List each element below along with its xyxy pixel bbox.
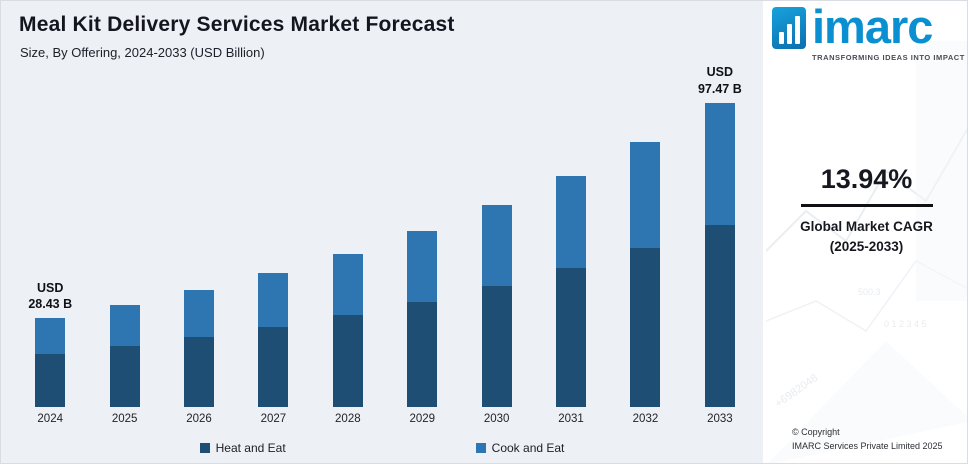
cagr-value: 13.94% — [820, 164, 913, 194]
legend-swatch-icon — [199, 443, 210, 453]
bar-segment-heat-and-eat-2029[interactable] — [407, 301, 438, 407]
bar-stack-2031 — [556, 175, 587, 407]
bar-chart: USD 28.43 B 2024 2025 2026 2027 2028 2029 2030 20… — [13, 59, 757, 427]
bar-segment-cook-and-eat-2031[interactable] — [556, 175, 587, 269]
bar-value-label-2024: USD 28.43 B — [28, 280, 73, 312]
x-axis-label-2033: 2033 — [707, 413, 733, 425]
chart-title: Meal Kit Delivery Services Market Foreca… — [19, 13, 455, 36]
imarc-logo: imarc — [766, 1, 967, 53]
bar-stack-2029 — [407, 231, 438, 407]
bar-segment-cook-and-eat-2028[interactable] — [332, 253, 363, 315]
imarc-logo-icon — [772, 7, 806, 49]
watermark-axis-numbers: 0 1 2 3 4 5 — [884, 319, 927, 329]
logo-bar-icon — [778, 32, 784, 44]
bar-segment-cook-and-eat-2027[interactable] — [258, 273, 289, 327]
bar-stack-2027 — [258, 273, 289, 407]
cagr-divider — [800, 204, 933, 207]
bar-group-2030: 2030 — [459, 59, 533, 427]
legend-item-cook-and-eat[interactable]: Cook and Eat — [475, 441, 565, 455]
imarc-logo-text: imarc — [812, 1, 933, 53]
bar-segment-heat-and-eat-2032[interactable] — [630, 247, 661, 407]
bar-segment-heat-and-eat-2030[interactable] — [481, 286, 512, 407]
legend-label: Cook and Eat — [491, 441, 565, 455]
x-axis-label-2027: 2027 — [260, 413, 287, 425]
bar-segment-cook-and-eat-2029[interactable] — [407, 231, 438, 302]
bar-group-2033: USD 97.47 B 2033 — [683, 59, 757, 427]
imarc-tagline: TRANSFORMING IDEAS INTO IMPACT — [812, 53, 965, 62]
bar-stack-2033 — [704, 102, 735, 407]
bar-segment-heat-and-eat-2025[interactable] — [109, 346, 140, 407]
bar-segment-cook-and-eat-2032[interactable] — [630, 141, 661, 248]
bar-segment-heat-and-eat-2033[interactable] — [704, 224, 735, 407]
x-axis-label-2024: 2024 — [37, 413, 63, 425]
logo-bar-icon — [786, 24, 792, 44]
x-axis-label-2030: 2030 — [483, 413, 510, 425]
bar-segment-cook-and-eat-2025[interactable] — [109, 305, 140, 346]
cagr-label: Global Market CAGR (2025-2033) — [766, 217, 967, 258]
bar-group-2029: 2029 — [385, 59, 459, 427]
bar-segment-cook-and-eat-2024[interactable] — [35, 318, 66, 354]
bar-stack-2028 — [332, 253, 363, 407]
x-axis-label-2025: 2025 — [111, 413, 138, 425]
logo-bar-icon — [794, 16, 800, 44]
chart-subtitle: Size, By Offering, 2024-2033 (USD Billio… — [20, 45, 265, 60]
watermark-value-label: 500.3 — [858, 287, 881, 297]
bar-stack-2024 — [35, 318, 66, 407]
bar-segment-cook-and-eat-2026[interactable] — [184, 290, 215, 337]
bar-segment-cook-and-eat-2033[interactable] — [704, 102, 735, 225]
chart-panel: Meal Kit Delivery Services Market Foreca… — [1, 1, 763, 463]
x-axis-label-2032: 2032 — [632, 413, 659, 425]
copyright-notice: © Copyright IMARC Services Private Limit… — [792, 426, 943, 453]
bar-segment-heat-and-eat-2031[interactable] — [556, 268, 587, 407]
bar-stack-2030 — [481, 205, 512, 407]
bar-group-2027: 2027 — [236, 59, 310, 427]
bar-segment-heat-and-eat-2028[interactable] — [332, 315, 363, 407]
brand-sidebar: 500.3 0 1 2 3 4 5 +6982048 imarc TRANSFO… — [763, 1, 967, 463]
cagr-block: 13.94% Global Market CAGR (2025-2033) — [766, 164, 967, 258]
watermark-code: +6982048 — [773, 371, 821, 411]
copyright-line1: © Copyright — [792, 427, 840, 437]
bar-stack-2025 — [109, 305, 140, 407]
bar-stack-2026 — [184, 290, 215, 407]
x-axis-label-2028: 2028 — [335, 413, 361, 425]
bar-stack-2032 — [630, 141, 661, 407]
bar-value-label-2033: USD 97.47 B — [697, 65, 742, 97]
bar-segment-heat-and-eat-2026[interactable] — [184, 337, 215, 407]
bar-group-2031: 2031 — [534, 59, 608, 427]
legend-swatch-icon — [475, 443, 486, 453]
cagr-label-line2: (2025-2033) — [829, 239, 904, 255]
bar-group-2025: 2025 — [87, 59, 161, 427]
bar-segment-cook-and-eat-2030[interactable] — [481, 205, 512, 286]
bar-group-2028: 2028 — [311, 59, 385, 427]
chart-legend: Heat and Eat Cook and Eat — [1, 441, 763, 455]
cagr-label-line1: Global Market CAGR — [800, 219, 933, 234]
legend-label: Heat and Eat — [215, 441, 286, 455]
x-axis-label-2029: 2029 — [409, 413, 436, 425]
bar-group-2024: USD 28.43 B 2024 — [13, 59, 87, 427]
bar-segment-heat-and-eat-2024[interactable] — [35, 353, 66, 407]
copyright-line2: IMARC Services Private Limited 2025 — [792, 440, 943, 451]
x-axis-label-2026: 2026 — [186, 413, 212, 425]
bar-group-2032: 2032 — [608, 59, 682, 427]
legend-item-heat-and-eat[interactable]: Heat and Eat — [199, 441, 286, 455]
bar-segment-heat-and-eat-2027[interactable] — [258, 326, 289, 407]
bar-group-2026: 2026 — [162, 59, 236, 427]
x-axis-label-2031: 2031 — [558, 413, 584, 425]
